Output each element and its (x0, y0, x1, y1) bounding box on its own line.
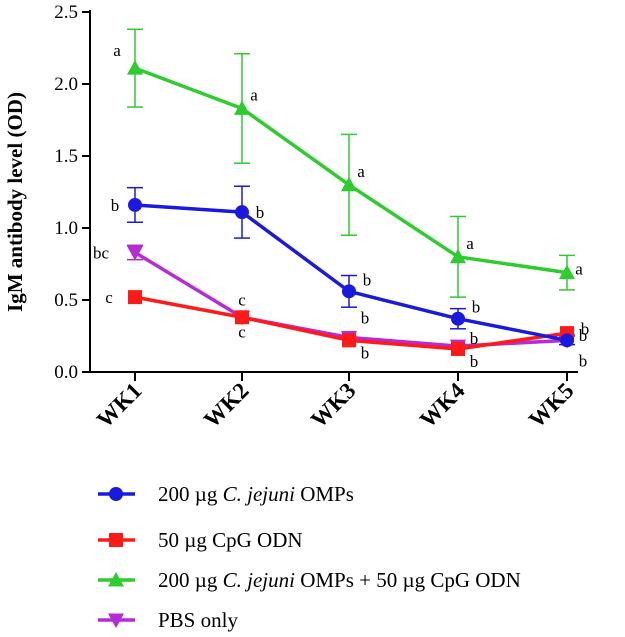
legend-label-part: OMPs + 50 µg CpG ODN (295, 568, 521, 592)
y-tick-label: 2.0 (54, 74, 78, 95)
significance-label: b (361, 343, 370, 362)
significance-label: b (470, 352, 479, 371)
legend-label: 50 µg CpG ODN (158, 528, 303, 552)
legend-item: PBS only (98, 608, 238, 632)
x-tick-label: WK4 (415, 378, 470, 433)
legend: 200 µg C. jejuni OMPs 50 µg CpG ODN 200 µg… (98, 482, 521, 632)
data-point (560, 333, 574, 348)
legend-label: 200 µg C. jejuni OMPs (158, 482, 354, 506)
x-tick-label: WK5 (524, 378, 579, 433)
data-point (558, 264, 576, 280)
significance-label: bc (93, 243, 110, 262)
significance-label: a (466, 234, 474, 253)
data-point (126, 60, 144, 75)
data-point (235, 310, 249, 325)
data-point (128, 197, 142, 212)
significance-label: a (113, 41, 121, 60)
x-tick-label: WK1 (92, 378, 147, 433)
legend-item: 50 µg CpG ODN (98, 528, 303, 552)
legend-item: 200 µg C. jejuni OMPs (98, 482, 354, 506)
significance-label: b (581, 319, 590, 338)
legend-label-part: 200 µg (158, 568, 223, 592)
axes: 0.0 0.5 1.0 1.5 2.0 2.5 WK1 WK2 WK3 WK4 WK5 IgM ant… (3, 2, 579, 433)
x-tick-label: WK3 (306, 378, 361, 433)
y-tick-label: 1.0 (54, 218, 78, 239)
legend-label-part: OMPs (295, 482, 354, 506)
significance-label: c (238, 290, 246, 309)
data-point (233, 100, 251, 115)
legend-label-part: 200 µg (158, 482, 223, 506)
data-point (342, 284, 356, 299)
significance-label: a (575, 260, 583, 279)
data-point (235, 205, 249, 220)
x-tick-label: WK2 (199, 378, 254, 433)
significance-label: b (579, 351, 588, 370)
data-point (340, 176, 358, 192)
significance-label: b (361, 308, 370, 327)
y-tick-label: 2.5 (54, 2, 78, 23)
legend-label-part: PBS only (158, 608, 238, 632)
significance-label: b (363, 270, 372, 289)
legend-label-part: 50 µg CpG ODN (158, 528, 303, 552)
significance-label: a (357, 162, 365, 181)
y-tick-label: 1.5 (54, 146, 78, 167)
data-point (128, 290, 142, 305)
significance-label: c (238, 322, 246, 341)
significance-label: a (250, 85, 258, 104)
legend-marker (107, 613, 125, 629)
y-axis-title: IgM antibody level (OD) (3, 92, 27, 312)
y-tick-label: 0.5 (54, 290, 78, 311)
significance-label: c (105, 288, 113, 307)
series-line (134, 203, 568, 343)
series-line (134, 66, 568, 275)
significance-label: b (470, 329, 479, 348)
legend-marker (109, 533, 123, 547)
data-point (126, 246, 144, 261)
data-point (451, 341, 465, 356)
significance-label: b (256, 203, 265, 222)
data-point (451, 311, 465, 326)
legend-label-part: C. jejuni (223, 568, 295, 592)
data-point (342, 333, 356, 348)
significance-label: b (111, 196, 120, 215)
significance-label: b (472, 298, 481, 317)
series-markers (126, 60, 576, 356)
legend-label-part: C. jejuni (223, 482, 295, 506)
y-tick-label: 0.0 (54, 362, 78, 383)
data-point (449, 248, 467, 264)
legend-label: 200 µg C. jejuni OMPs + 50 µg CpG ODN (158, 568, 521, 592)
legend-item: 200 µg C. jejuni OMPs + 50 µg CpG ODN (98, 568, 521, 592)
significance-label: b (579, 326, 588, 345)
legend-label: PBS only (158, 608, 238, 632)
legend-marker (109, 487, 123, 501)
legend-marker (107, 571, 125, 587)
